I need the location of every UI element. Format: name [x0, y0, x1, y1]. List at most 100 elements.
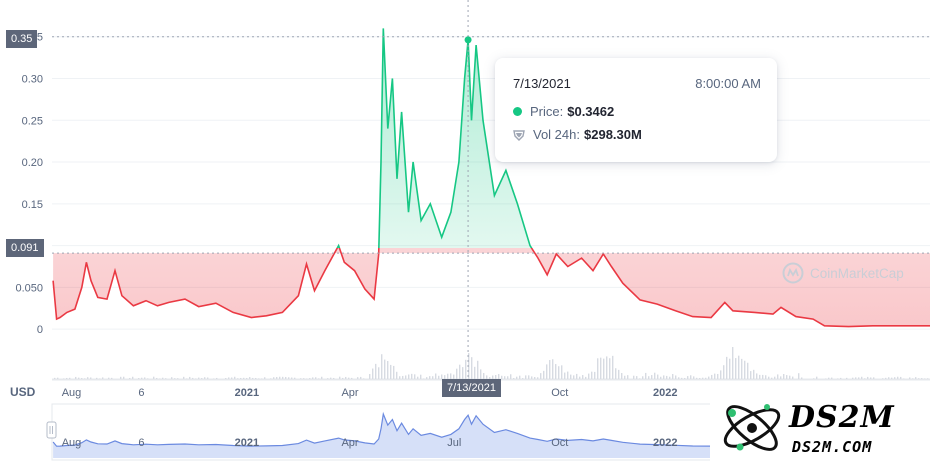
volume-bar	[156, 377, 158, 379]
tooltip-price-row: Price: $0.3462	[513, 104, 614, 119]
navigator-tick-label: 2022	[653, 437, 677, 449]
volume-bar	[750, 371, 752, 379]
tooltip-volume-row: Vol 24h: $298.30M	[513, 127, 642, 142]
volume-bar	[912, 378, 914, 379]
volume-bar	[459, 364, 461, 379]
tooltip-date: 7/13/2021	[513, 76, 571, 91]
volume-bar	[165, 378, 167, 379]
volume-bar	[684, 377, 686, 379]
volume-bar	[462, 367, 464, 379]
volume-bar	[882, 378, 884, 379]
volume-bar	[786, 375, 788, 379]
volume-bar	[654, 372, 656, 379]
volume-bar	[468, 353, 470, 379]
volume-bar	[306, 378, 308, 379]
navigator-tick-label: Apr	[341, 437, 358, 449]
volume-bar	[831, 377, 833, 379]
volume-bar	[186, 378, 188, 379]
volume-bar	[723, 365, 725, 379]
volume-bar	[885, 377, 887, 379]
price-line-above-baseline	[336, 28, 533, 248]
volume-bar	[612, 355, 614, 379]
volume-bar	[141, 377, 143, 379]
atom-logo-icon	[723, 404, 781, 451]
volume-bar	[519, 375, 521, 379]
tooltip-volume-label: Vol 24h:	[533, 127, 580, 142]
navigator-tick-label: Aug	[62, 437, 82, 449]
volume-bar	[588, 373, 590, 379]
volume-bar	[420, 374, 422, 379]
volume-bar	[714, 373, 716, 379]
volume-bar	[171, 377, 173, 379]
currency-label: USD	[10, 385, 36, 399]
volume-bar	[375, 363, 377, 379]
volume-bar	[552, 359, 554, 379]
volume-bar	[627, 375, 629, 379]
volume-bar	[813, 378, 815, 379]
y-tick-label: 0.25	[22, 115, 43, 127]
volume-bar	[492, 375, 494, 379]
navigator-ticks: Aug 6 2021 Apr Jul Oct 2022	[62, 437, 678, 449]
volume-bar	[120, 376, 122, 379]
volume-bar	[381, 354, 383, 379]
volume-bar	[384, 359, 386, 379]
volume-bar	[768, 376, 770, 379]
volume-bar	[582, 375, 584, 379]
volume-bar	[555, 364, 557, 379]
volume-bar	[138, 378, 140, 379]
volume-bar	[540, 373, 542, 379]
volume-bar	[435, 373, 437, 379]
volume-bar	[351, 377, 353, 379]
volume-bar	[285, 376, 287, 379]
volume-bar	[276, 376, 278, 379]
volume-bar	[909, 377, 911, 379]
volume-bar	[303, 378, 305, 379]
volume-bar	[516, 376, 518, 379]
watermark-text: CoinMarketCap	[810, 265, 904, 281]
volume-bar	[648, 376, 650, 379]
volume-bar	[453, 374, 455, 379]
volume-bar	[639, 378, 641, 379]
volume-bar	[678, 377, 680, 379]
volume-bar	[564, 372, 566, 379]
navigator-line	[52, 411, 930, 448]
volume-bar	[657, 374, 659, 379]
volume-bar	[852, 377, 854, 379]
navigator-left-handle[interactable]	[46, 421, 57, 439]
navigator-tick-label: Oct	[551, 437, 568, 449]
volume-bar	[69, 377, 71, 379]
volume-bar	[681, 377, 683, 379]
navigator-tick-label: 2021	[235, 437, 259, 449]
volume-bar	[174, 378, 176, 379]
y-tick-label: 0.15	[22, 199, 43, 211]
volume-bar	[642, 376, 644, 379]
volume-bar	[693, 376, 695, 379]
volume-bar	[858, 377, 860, 379]
volume-bar	[486, 375, 488, 379]
volume-bar	[726, 356, 728, 379]
y-tick-label: 0.20	[22, 157, 43, 169]
volume-bar	[273, 377, 275, 379]
volume-bar	[264, 377, 266, 379]
volume-bar	[690, 375, 692, 379]
volume-bar	[738, 355, 740, 379]
volume-bar	[495, 374, 497, 379]
volume-bar	[339, 376, 341, 379]
volume-bar	[699, 377, 701, 379]
volume-bar	[867, 376, 869, 379]
volume-bar	[417, 376, 419, 379]
volume-bar	[513, 378, 515, 379]
volume-bar	[732, 347, 734, 379]
volume-bar	[330, 377, 332, 379]
volume-bar	[579, 376, 581, 379]
volume-bar	[132, 376, 134, 379]
volume-bar	[543, 370, 545, 379]
volume-bar	[888, 377, 890, 379]
volume-bar	[708, 376, 710, 379]
volume-bar	[300, 378, 302, 379]
volume-bar	[864, 378, 866, 379]
volume-bar	[846, 377, 848, 379]
volume-bar	[924, 378, 926, 379]
volume-bar	[372, 368, 374, 379]
volume-bar	[747, 362, 749, 379]
